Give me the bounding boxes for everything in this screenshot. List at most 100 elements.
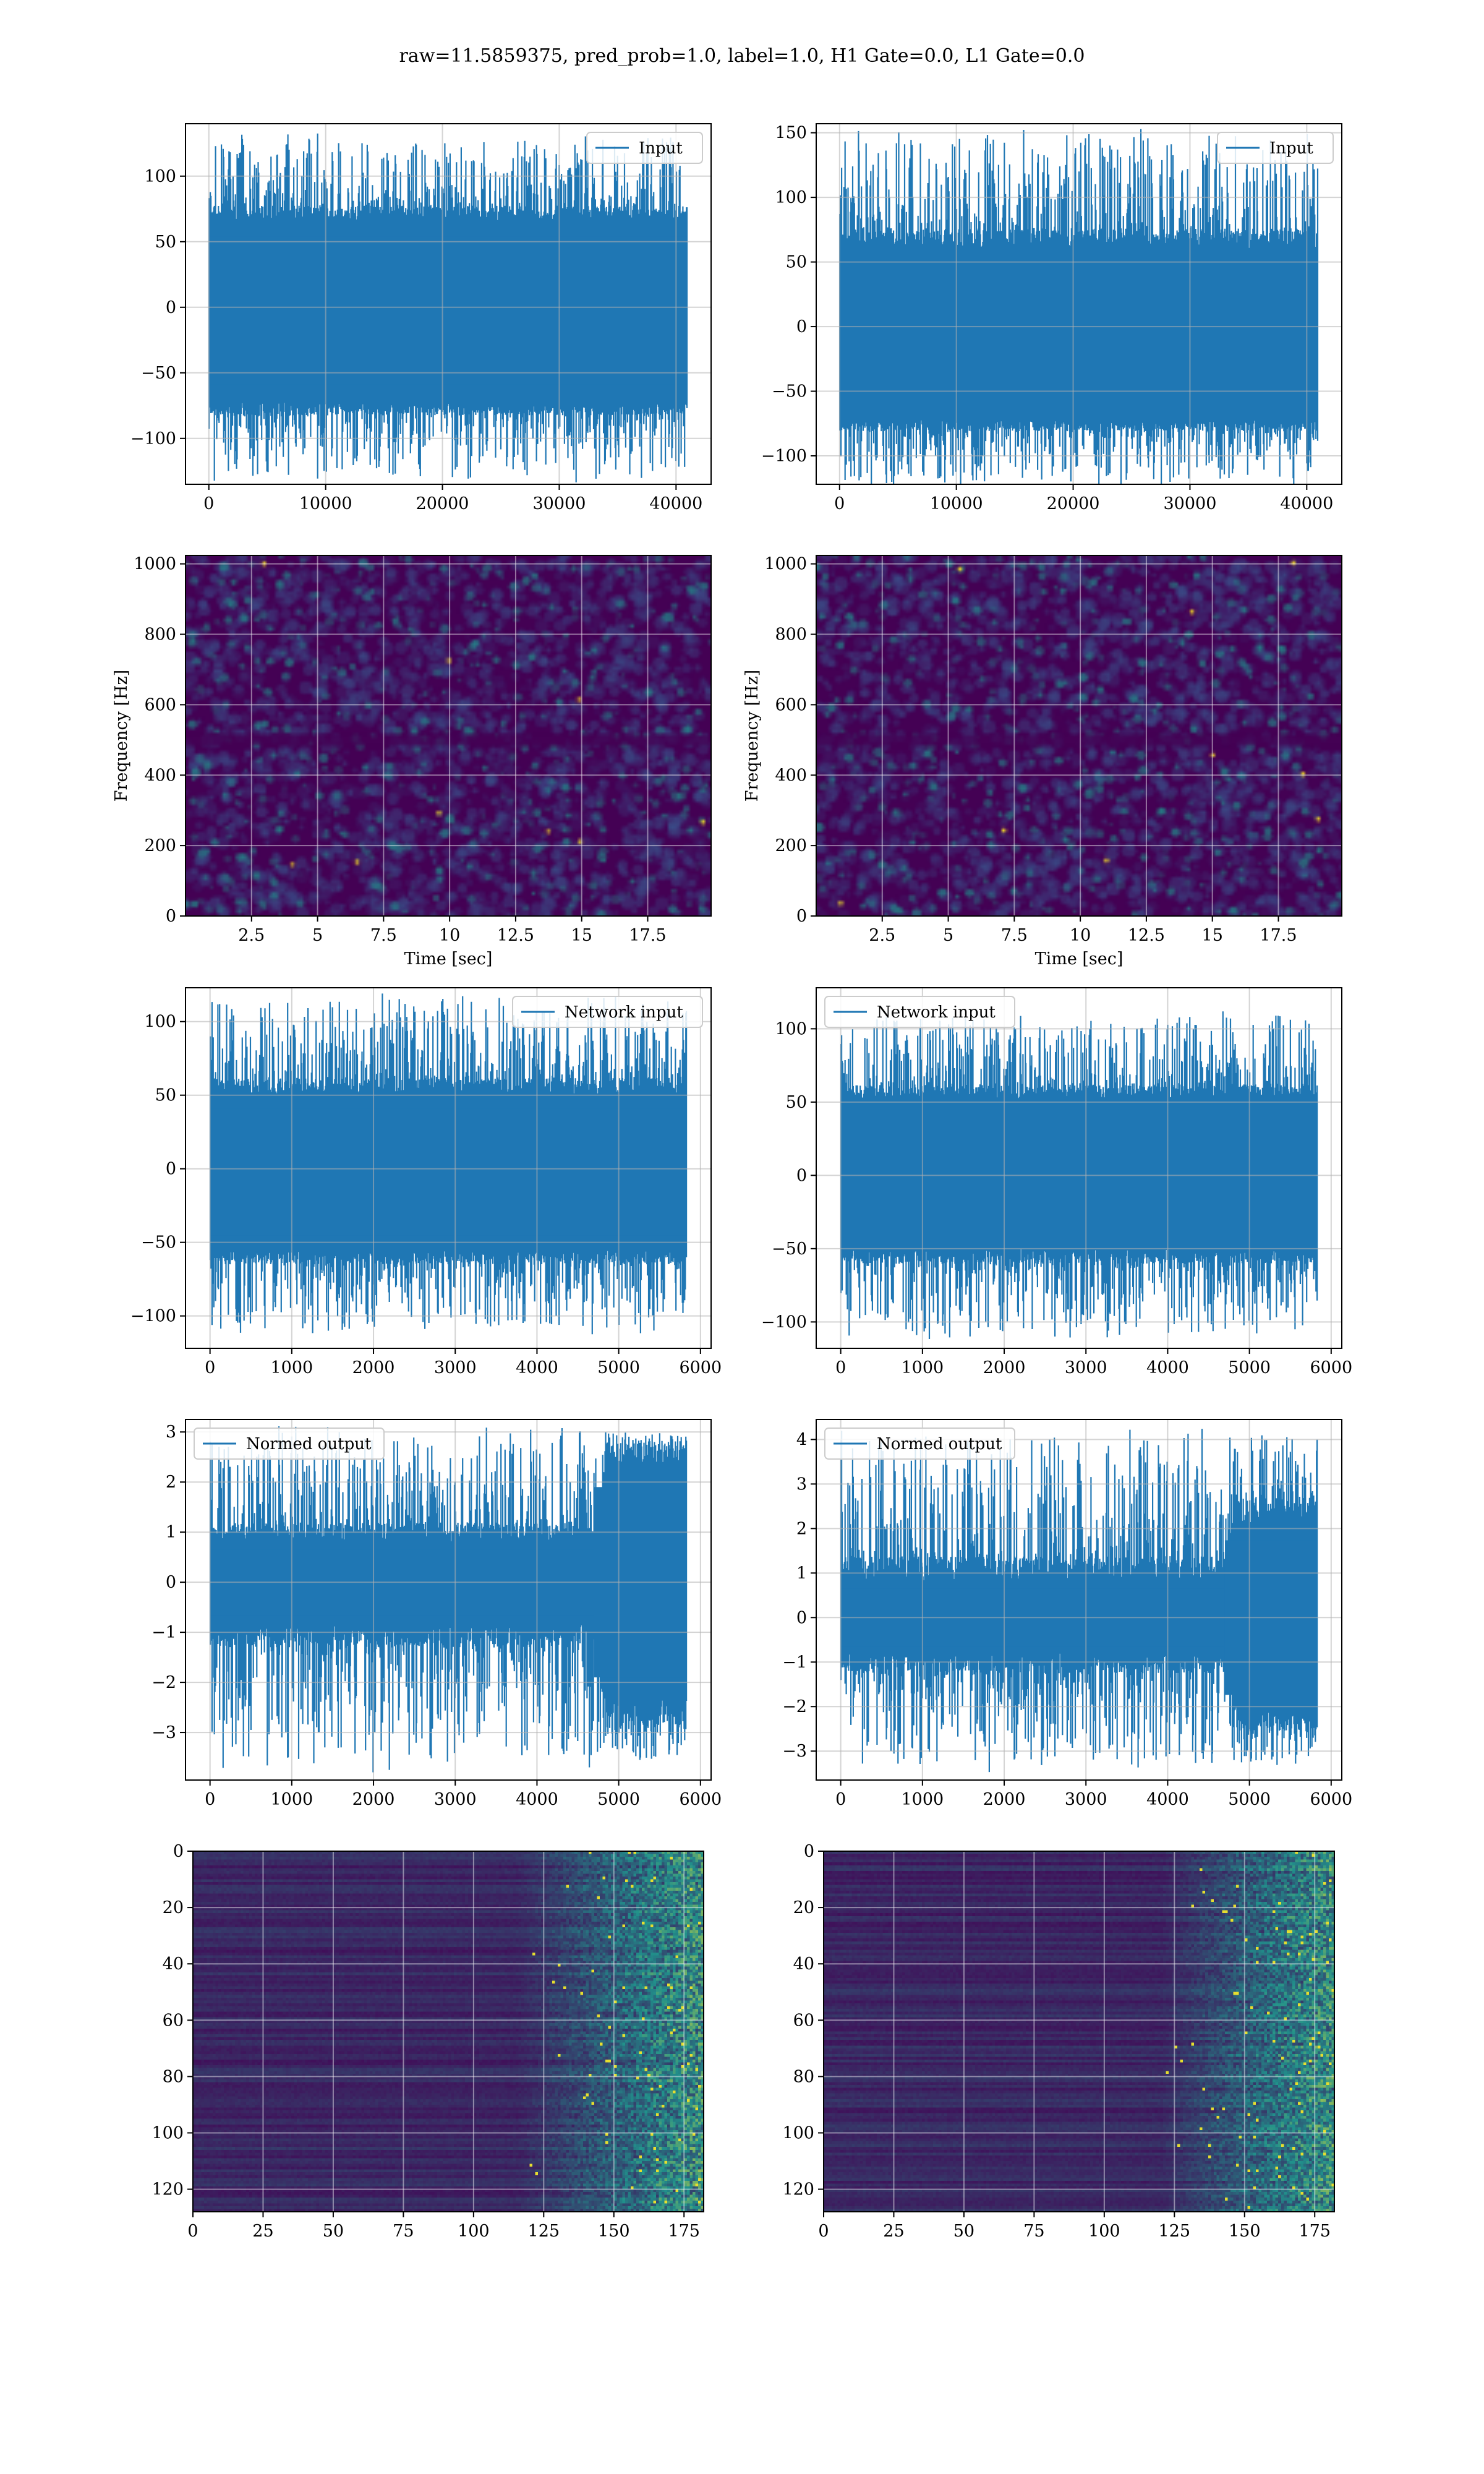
normed-output-l1-ytick-label-1: −2	[782, 1697, 807, 1716]
feature-map-h1-ytick-label-0: 0	[173, 1842, 184, 1861]
normed-output-l1-xtick-label-5: 5000	[1228, 1790, 1271, 1809]
input-h1-grid	[186, 124, 711, 484]
network-input-l1-xtick-label-0: 0	[835, 1358, 846, 1377]
network-input-h1-ytick-label-0: −100	[130, 1307, 176, 1326]
network-input-h1-plot-area	[210, 993, 688, 1335]
spectrogram-h1-xtick-label-0: 2.5	[238, 926, 265, 945]
feature-map-h1-xtick-label-2: 50	[323, 2222, 344, 2241]
spectrogram-l1-ytick-label-4: 800	[775, 625, 807, 644]
normed-output-l1-axes: 0 1000 2000 3000 4000 5000 6000 −3 −2 −1 0 1 2 3 4 Norm…	[782, 1419, 1352, 1809]
spectrogram-l1-ytick-label-2: 400	[775, 766, 807, 785]
input-l1-series-core	[839, 263, 1318, 403]
spectrogram-l1-ylabel: Frequency [Hz]	[743, 670, 762, 802]
spectrogram-l1-xtick-label-0: 2.5	[869, 926, 895, 945]
normed-output-h1-legend: Normed output	[194, 1427, 385, 1460]
normed-output-h1-ytick-label-0: −3	[151, 1723, 176, 1742]
feature-map-h1-spines	[192, 1851, 704, 2212]
network-input-l1-xtick-label-4: 4000	[1146, 1358, 1189, 1377]
input-h1-frame: 0 10000 20000 30000 40000 −100 −50 0 50 100 Input	[130, 123, 712, 513]
network-input-h1-legend: Network input	[512, 996, 703, 1028]
normed-output-l1-xtick-label-1: 1000	[901, 1790, 944, 1809]
network-input-l1-xtick-label-2: 2000	[983, 1358, 1026, 1377]
feature-map-l1-xtick-label-2: 50	[953, 2222, 974, 2241]
spectrogram-l1-ytick-label-0: 0	[796, 907, 807, 926]
normed-output-h1-axes: 0 1000 2000 3000 4000 5000 6000 −3 −2 −1 0 1 2 3 Norme…	[151, 1419, 722, 1809]
normed-output-l1-spines	[816, 1419, 1342, 1781]
input-h1-legend-frame	[586, 132, 703, 164]
network-input-h1-xtick-label-0: 0	[205, 1358, 215, 1377]
spectrogram-h1-spines	[185, 555, 712, 917]
spectrogram-h1-ytick-label-3: 600	[144, 695, 176, 714]
input-h1-legend: Input	[586, 132, 703, 164]
feature-map-h1-ytick-label-2: 40	[163, 1954, 184, 1974]
input-h1-xtick-label-4: 40000	[649, 494, 702, 513]
feature-map-h1-xtick-label-1: 25	[252, 2222, 273, 2241]
feature-map-l1-axes: 0 25 50 75 100 125 150 175 0 20 40 60 80 100 120	[782, 1842, 1335, 2241]
network-input-l1-xtick-label-3: 3000	[1065, 1358, 1107, 1377]
input-l1-legend: Input	[1217, 132, 1334, 164]
feature-map-l1-ytick-label-4: 80	[793, 2067, 814, 2086]
normed-output-l1-legend-frame	[824, 1427, 1015, 1460]
spectrogram-h1-image	[186, 555, 711, 916]
input-l1-xtick-label-1: 10000	[930, 494, 983, 513]
spectrogram-h1-ytick-label-5: 1000	[134, 555, 176, 574]
normed-output-h1-ytick-label-6: 3	[166, 1423, 176, 1442]
feature-map-l1-xtick-label-3: 75	[1023, 2222, 1044, 2241]
spectrogram-h1-xlabel: Time [sec]	[404, 949, 493, 969]
input-h1-ytick-label-0: −100	[130, 429, 176, 448]
input-l1-axes: 0 10000 20000 30000 40000 −100 −50 0 50 100 150 Inp…	[761, 123, 1342, 513]
network-input-h1-xtick-label-1: 1000	[270, 1358, 313, 1377]
spectrogram-l1-xtick-label-4: 12.5	[1128, 926, 1165, 945]
normed-output-l1-ytick-label-5: 2	[796, 1519, 807, 1538]
spectrogram-l1-plot-area	[816, 555, 1342, 916]
input-l1-ytick-label-0: −100	[761, 447, 807, 466]
spectrogram-l1-image	[816, 555, 1342, 916]
network-input-h1-xtick-label-2: 2000	[352, 1358, 395, 1377]
input-l1-xtick-label-0: 0	[834, 494, 845, 513]
network-input-h1-ytick-label-4: 100	[144, 1012, 176, 1032]
spectrogram-h1-xtick-label-1: 5	[312, 926, 323, 945]
normed-output-l1-xtick-label-0: 0	[835, 1790, 846, 1809]
normed-output-h1-legend-frame	[194, 1427, 385, 1460]
normed-output-h1-frame: 0 1000 2000 3000 4000 5000 6000 −3 −2 −1 0 1 2 3 Norme…	[151, 1419, 722, 1809]
normed-output-l1-xtick-label-4: 4000	[1146, 1790, 1189, 1809]
normed-output-l1-xtick-label-3: 3000	[1065, 1790, 1107, 1809]
network-input-l1-axes: 0 1000 2000 3000 4000 5000 6000 −100 −50 0 50 100 Ne…	[761, 987, 1352, 1377]
spectrogram-l1-xtick-label-6: 17.5	[1260, 926, 1297, 945]
input-h1-series-core	[208, 236, 688, 385]
input-l1-frame: 0 10000 20000 30000 40000 −100 −50 0 50 100 150 Inp…	[761, 123, 1342, 513]
feature-map-h1-ytick-label-1: 20	[163, 1898, 184, 1917]
feature-map-h1-image	[193, 1851, 704, 2212]
input-l1-grid	[816, 124, 1342, 484]
normed-output-h1-xtick-label-2: 2000	[352, 1790, 395, 1809]
spectrogram-l1-xtick-label-2: 7.5	[1001, 926, 1028, 945]
feature-map-l1-xtick-label-1: 25	[883, 2222, 904, 2241]
feature-map-h1-ytick-label-4: 80	[163, 2067, 184, 2086]
feature-map-h1-ytick-label-6: 120	[151, 2180, 184, 2199]
feature-map-h1-ytick-label-3: 60	[163, 2011, 184, 2030]
input-l1-ytick-label-3: 50	[786, 253, 807, 272]
spectrogram-l1-xtick-label-3: 10	[1070, 926, 1091, 945]
network-input-h1-ytick-label-1: −50	[141, 1233, 176, 1252]
input-h1-spines	[185, 123, 712, 485]
feature-map-h1-xtick-label-4: 100	[458, 2222, 490, 2241]
normed-output-l1-ytick-label-6: 3	[796, 1475, 807, 1494]
normed-output-h1-ytick-label-3: 0	[166, 1573, 176, 1592]
network-input-l1-grid	[816, 988, 1342, 1348]
normed-output-l1-frame: 0 1000 2000 3000 4000 5000 6000 −3 −2 −1 0 1 2 3 4 Norm…	[782, 1419, 1352, 1809]
input-l1-xtick-label-4: 40000	[1280, 494, 1333, 513]
network-input-l1-ytick-label-2: 0	[796, 1166, 807, 1185]
network-input-l1-ytick-label-4: 100	[775, 1019, 807, 1038]
spectrogram-h1-plot-area	[186, 555, 711, 916]
network-input-l1-ytick-label-0: −100	[761, 1312, 807, 1332]
input-h1-xtick-label-3: 30000	[532, 494, 586, 513]
network-input-h1-xtick-label-6: 6000	[679, 1358, 722, 1377]
normed-output-h1-xtick-label-1: 1000	[270, 1790, 313, 1809]
input-h1-xtick-label-2: 20000	[416, 494, 469, 513]
spectrogram-h1-xtick-label-5: 15	[571, 926, 592, 945]
normed-output-h1-ytick-label-2: −1	[151, 1623, 176, 1642]
normed-output-h1-xtick-label-4: 4000	[516, 1790, 558, 1809]
spectrogram-l1-frame: 2.5 5 7.5 10 12.5 15 17.5 0 200 400 600 800 1000 Time…	[743, 555, 1342, 969]
feature-map-h1-xtick-label-0: 0	[187, 2222, 198, 2241]
